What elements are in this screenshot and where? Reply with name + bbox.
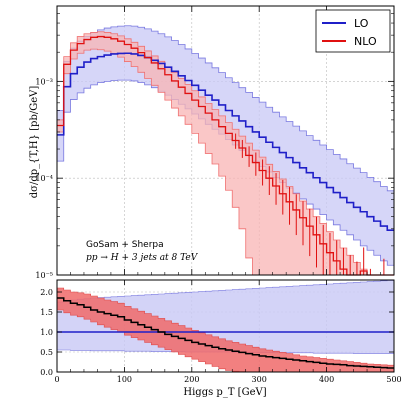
lo-central-line — [57, 52, 394, 232]
main-panel-frame — [56, 5, 395, 276]
nlo-central-line — [57, 35, 394, 276]
ratio-bands — [56, 280, 395, 373]
main-y-tick-label: 10⁻⁵ — [35, 271, 53, 280]
ratio-y-tick-label: 1.5 — [40, 308, 53, 317]
ratio-panel-frame — [56, 279, 395, 373]
legend: LO NLO — [315, 9, 391, 53]
ratio-x-ticks: 0 100 200 300 400 500 — [54, 272, 402, 384]
legend-label-lo: LO — [354, 17, 369, 30]
legend-label-nlo: NLO — [354, 35, 377, 48]
main-y-ticks: 10⁻⁵ 10⁻⁴ 10⁻³ — [35, 5, 395, 280]
annotation-generator: GoSam + Sherpa — [86, 240, 164, 250]
ratio-y-ticks: 0.0 0.5 1.0 1.5 2.0 — [40, 288, 394, 377]
ratio-y-tick-label: 0.5 — [40, 348, 53, 357]
ratio-lines — [57, 297, 394, 369]
ratio-x-tick-label: 100 — [117, 375, 132, 384]
ratio-x-tick-label: 0 — [54, 375, 59, 384]
legend-box — [315, 9, 391, 53]
main-bands — [56, 25, 395, 276]
ratio-x-tick-label: 200 — [184, 375, 199, 384]
main-y-axis-title: dσ/dp_{T,H} [pb/GeV] — [29, 86, 40, 199]
ratio-nlo-band — [56, 287, 395, 373]
ratio-y-tick-label: 1.0 — [40, 328, 53, 337]
ratio-x-tick-label: 400 — [319, 375, 334, 384]
ratio-y-tick-label: 0.0 — [40, 368, 53, 377]
ratio-x-tick-label: 500 — [386, 375, 401, 384]
x-axis-title: Higgs p_T [GeV] — [183, 387, 266, 398]
ratio-nlo-line — [57, 297, 394, 369]
ratio-x-tick-label: 300 — [252, 375, 267, 384]
main-lines — [57, 35, 394, 276]
ratio-y-tick-label: 2.0 — [40, 288, 53, 297]
main-y-tick-label: 10⁻⁴ — [35, 174, 53, 183]
main-y-tick-label: 10⁻³ — [35, 77, 53, 86]
annotation-process: pp → H + 3 jets at 8 TeV — [86, 253, 199, 263]
